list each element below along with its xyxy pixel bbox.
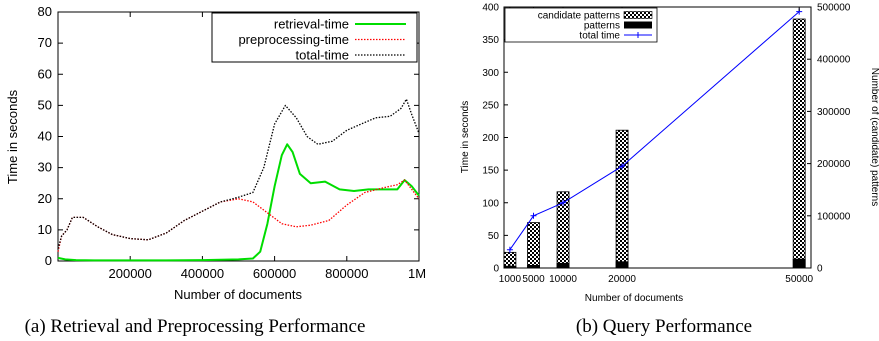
point-total-time <box>530 212 537 219</box>
y2-tick-label: 200000 <box>817 159 851 170</box>
x-axis-title: Number of documents <box>174 287 302 302</box>
y-axis-title: Time in seconds <box>5 89 20 184</box>
y2-tick-label: 100000 <box>817 211 851 222</box>
y-tick-label: 350 <box>482 35 499 46</box>
y2-tick-label: 500000 <box>817 3 851 14</box>
series-line-total-time <box>57 98 420 249</box>
series-line <box>506 8 803 253</box>
x-tick-label: 600000 <box>253 266 296 281</box>
series-line-retrieval-time <box>57 143 420 262</box>
series-line-total-time <box>509 11 800 250</box>
y-tick-label: 50 <box>38 97 52 112</box>
x-tick-label: 20000 <box>608 274 636 285</box>
bar-candidate-patterns <box>615 129 629 269</box>
point-total-time <box>506 246 513 253</box>
y-tick-label: 50 <box>488 231 500 242</box>
series-line-preprocessing-time <box>57 179 420 252</box>
legend-box <box>211 12 418 63</box>
x-tick-label: 800000 <box>325 266 368 281</box>
y-tick-label: 30 <box>38 160 52 175</box>
y-tick-label: 70 <box>38 35 52 50</box>
legend-swatch-patterns <box>624 21 652 29</box>
x-tick-label: 10000 <box>549 274 577 285</box>
x-tick-label: 400000 <box>181 266 224 281</box>
legend-label: retrieval-time <box>274 17 349 32</box>
chart-retrieval-preprocessing: 0 10 20 30 40 50 60 70 80 200000 400000 600000 80000… <box>5 4 426 302</box>
bar-candidate-patterns <box>527 222 540 269</box>
x-tick-label: 1M <box>408 266 426 281</box>
axis-ticks: 0 50 100 150 200 250 300 350 400 0 100000 200000 300… <box>482 3 850 286</box>
series-lines <box>57 98 420 262</box>
x-tick-label: 5000 <box>522 274 545 285</box>
y-tick-label: 100 <box>482 198 499 209</box>
legend-marker-total-time <box>635 32 641 38</box>
y-tick-label: 20 <box>38 191 52 206</box>
bar-candidate-patterns <box>792 18 806 269</box>
y-tick-label: 250 <box>482 100 499 111</box>
chart-query-performance: 0 50 100 150 200 250 300 350 400 0 100000 200000 300… <box>460 3 879 305</box>
caption-right: (b) Query Performance <box>576 316 752 337</box>
point-total-time <box>619 163 626 170</box>
plot-frame <box>503 6 812 269</box>
y-tick-label: 0 <box>493 264 499 275</box>
legend-label: patterns <box>584 21 620 32</box>
y-tick-label: 40 <box>38 129 52 144</box>
point-total-time <box>560 199 567 206</box>
y2-tick-label: 300000 <box>817 107 851 118</box>
y-tick-label: 80 <box>38 4 52 19</box>
x-tick-label: 200000 <box>109 266 152 281</box>
legend-swatch-candidate-patterns <box>623 11 653 19</box>
axis-ticks: 0 10 20 30 40 50 60 70 80 200000 400000 600000 80000… <box>38 4 427 281</box>
x-tick-label: 50000 <box>785 274 813 285</box>
legend-label: candidate patterns <box>538 11 620 22</box>
y-tick-label: 200 <box>482 133 499 144</box>
y2-tick-label: 400000 <box>817 55 851 66</box>
y2-tick-label: 0 <box>817 264 823 275</box>
y-tick-label: 0 <box>45 253 52 268</box>
y-tick-label: 400 <box>482 3 499 14</box>
legend-label: preprocessing-time <box>238 32 349 47</box>
y-tick-label: 10 <box>38 222 52 237</box>
y-tick-label: 150 <box>482 166 499 177</box>
y2-axis-title: Number of (candidate) patterns <box>869 68 879 206</box>
x-axis-title: Number of documents <box>585 293 683 304</box>
y-axis-title: Time in seconds <box>460 101 471 173</box>
legend-label: total-time <box>296 48 349 63</box>
bars <box>503 18 806 269</box>
x-tick-label: 1000 <box>499 274 522 285</box>
y-tick-label: 60 <box>38 66 52 81</box>
caption-left: (a) Retrieval and Preprocessing Performa… <box>25 316 366 337</box>
legend-label: total time <box>579 31 620 42</box>
y-tick-label: 300 <box>482 68 499 79</box>
legend: retrieval-timepreprocessing-timetotal-ti… <box>211 12 418 63</box>
